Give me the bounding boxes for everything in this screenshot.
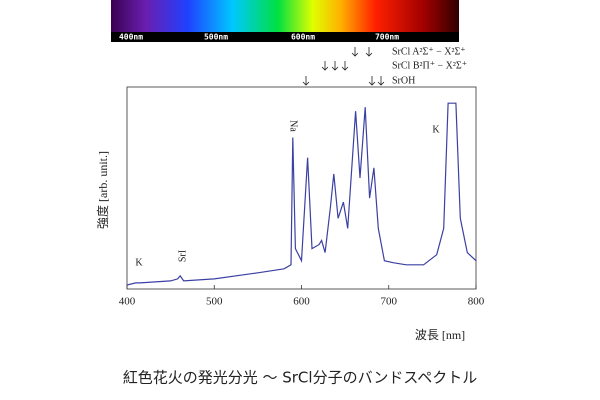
x-tick-label: 600 xyxy=(293,296,310,308)
y-axis-label: 強度 [arb. unit.] xyxy=(95,151,110,229)
spectrum-label: 400nm xyxy=(119,33,143,42)
peak-label: K xyxy=(432,124,440,135)
band-label: SrCl A²Σ⁺ − X²Σ⁺ xyxy=(392,46,466,57)
x-tick-label: 400 xyxy=(119,296,136,308)
spectrum-label: 700nm xyxy=(375,33,399,42)
spectrum-line xyxy=(126,102,477,286)
peak-label: Na xyxy=(288,120,299,132)
x-tick-label: 800 xyxy=(468,296,485,308)
spectrum-label: 500nm xyxy=(204,33,228,42)
caption: 紅色花火の発光分光 ～ SrCl分子のバンドスペクトル xyxy=(123,369,478,387)
band-label: SrOH xyxy=(392,75,415,86)
band-label: SrCl B²Π⁺ − X²Σ⁺ xyxy=(392,60,467,71)
spectrum-bar xyxy=(111,0,459,32)
spectrum-scale xyxy=(111,32,459,42)
peak-label: K xyxy=(135,257,143,268)
x-axis-label: 波長 [nm] xyxy=(415,328,465,342)
peak-label: SrI xyxy=(177,250,188,262)
x-tick-label: 500 xyxy=(206,296,223,308)
x-tick-label: 700 xyxy=(381,296,398,308)
spectrum-label: 600nm xyxy=(291,33,315,42)
band-arrows xyxy=(302,47,385,86)
